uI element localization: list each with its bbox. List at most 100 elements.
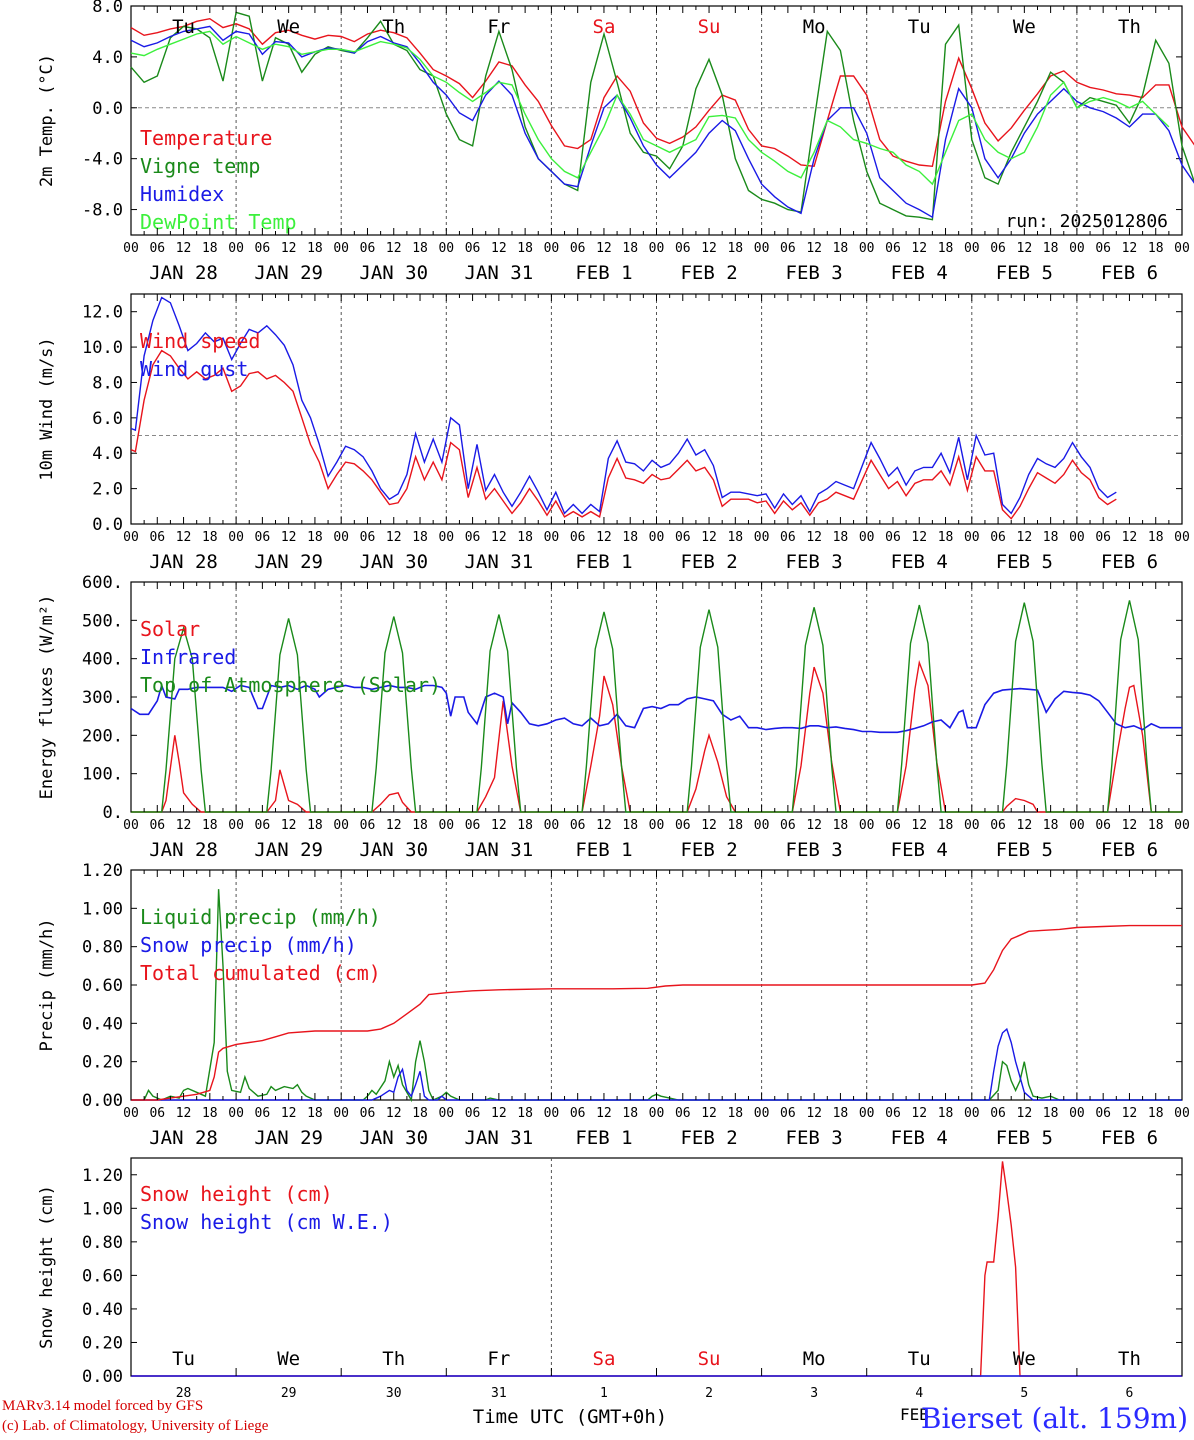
hour-tick-label: 18: [412, 1106, 428, 1121]
y-tick-label: 2.0: [92, 480, 123, 500]
hour-tick-label: 12: [176, 241, 192, 256]
hour-tick-label: 06: [149, 1106, 165, 1121]
hour-tick-label: 00: [333, 1106, 349, 1121]
legend-item: Liquid precip (mm/h): [140, 905, 381, 929]
day-number-label: 5: [1020, 1386, 1028, 1401]
weekday-label: Th: [1118, 1348, 1141, 1370]
hour-tick-label: 12: [176, 530, 192, 545]
hour-tick-label: 00: [123, 530, 139, 545]
y-tick-label: 100.: [82, 765, 123, 785]
legend-item: Solar: [140, 617, 200, 641]
y-tick-label: 0.40: [82, 1300, 123, 1320]
y-tick-label: 8.0: [92, 373, 123, 393]
y-tick-label: 0.40: [82, 1014, 123, 1034]
hour-tick-label: 00: [438, 530, 454, 545]
hour-tick-label: 06: [255, 241, 271, 256]
hour-tick-label: 06: [780, 818, 796, 833]
hour-tick-label: 18: [307, 530, 323, 545]
hour-tick-label: 00: [1174, 818, 1190, 833]
hour-tick-label: 12: [176, 1106, 192, 1121]
date-label: FEB 3: [786, 262, 843, 284]
hour-tick-label: 18: [202, 530, 218, 545]
legend-item: Total cumulated (cm): [140, 961, 381, 985]
date-label: FEB 4: [891, 551, 948, 573]
hour-tick-label: 12: [491, 241, 507, 256]
hour-tick-label: 06: [1095, 818, 1111, 833]
hour-tick-label: 00: [123, 818, 139, 833]
y-tick-label: 0.60: [82, 976, 123, 996]
date-label: JAN 30: [359, 839, 428, 861]
date-label: JAN 31: [465, 1127, 534, 1149]
hour-tick-label: 12: [1122, 818, 1138, 833]
hour-tick-label: 06: [149, 530, 165, 545]
date-label: JAN 31: [465, 551, 534, 573]
hour-tick-label: 00: [964, 818, 980, 833]
hour-tick-label: 18: [307, 241, 323, 256]
hour-tick-label: 12: [596, 818, 612, 833]
weekday-label: We: [277, 16, 300, 38]
hour-tick-label: 12: [806, 1106, 822, 1121]
y-tick-label: 1.20: [82, 1166, 123, 1186]
y-tick-label: 0.20: [82, 1333, 123, 1353]
weekday-label: Th: [382, 16, 405, 38]
weekday-label: Th: [1118, 16, 1141, 38]
y-axis-label: Precip (mm/h): [37, 918, 57, 1051]
legend-item: Snow height (cm): [140, 1182, 333, 1206]
hour-tick-label: 00: [859, 530, 875, 545]
hour-tick-label: 12: [386, 241, 402, 256]
date-label: FEB 1: [575, 839, 632, 861]
hour-tick-label: 00: [228, 241, 244, 256]
hour-tick-label: 18: [727, 241, 743, 256]
weekday-label: Fr: [487, 16, 510, 38]
hour-tick-label: 18: [517, 241, 533, 256]
weekday-label: Su: [698, 16, 721, 38]
hour-tick-label: 12: [386, 530, 402, 545]
y-tick-label: 0.: [103, 803, 123, 823]
weekday-label: Mo: [803, 16, 826, 38]
hour-tick-label: 00: [1069, 818, 1085, 833]
y-axis-label: Snow height (cm): [37, 1185, 57, 1349]
hour-tick-label: 18: [412, 241, 428, 256]
date-label: FEB 2: [680, 839, 737, 861]
station-title: Bierset (alt. 159m): [920, 1402, 1188, 1435]
hour-tick-label: 00: [1174, 530, 1190, 545]
hour-tick-label: 00: [333, 241, 349, 256]
date-label: FEB 5: [996, 262, 1053, 284]
hour-tick-label: 12: [596, 241, 612, 256]
date-label: FEB 6: [1101, 839, 1158, 861]
hour-tick-label: 18: [938, 818, 954, 833]
hour-tick-label: 00: [1174, 241, 1190, 256]
date-label: FEB 5: [996, 839, 1053, 861]
series-line-infrared: [130, 682, 1182, 734]
hour-tick-label: 00: [859, 241, 875, 256]
hour-tick-label: 12: [386, 1106, 402, 1121]
hour-tick-label: 06: [255, 530, 271, 545]
hour-tick-label: 12: [1122, 530, 1138, 545]
hour-tick-label: 00: [544, 1106, 560, 1121]
hour-tick-label: 00: [333, 818, 349, 833]
legend-item: Top of Atmosphere (Solar): [140, 673, 441, 697]
hour-tick-label: 18: [1148, 241, 1164, 256]
weekday-label: Tu: [172, 16, 195, 38]
hour-tick-label: 00: [544, 530, 560, 545]
hour-tick-label: 12: [596, 1106, 612, 1121]
date-label: FEB 6: [1101, 262, 1158, 284]
model-credit: MARv3.14 model forced by GFS: [2, 1398, 204, 1414]
day-number-label: 4: [915, 1386, 923, 1401]
date-label: FEB 4: [891, 839, 948, 861]
hour-tick-label: 12: [1017, 530, 1033, 545]
weekday-label: We: [277, 1348, 300, 1370]
weekday-label: Su: [698, 1348, 721, 1370]
hour-tick-label: 18: [517, 1106, 533, 1121]
date-label: FEB 5: [996, 1127, 1053, 1149]
weekday-label: Fr: [487, 1348, 510, 1370]
hour-tick-label: 12: [806, 818, 822, 833]
series-line-humidex: [130, 25, 1194, 219]
y-tick-label: 400.: [82, 650, 123, 670]
date-label: FEB 4: [891, 1127, 948, 1149]
date-label: JAN 29: [254, 1127, 323, 1149]
hour-tick-label: 00: [1069, 1106, 1085, 1121]
day-number-label: 28: [176, 1386, 192, 1401]
y-tick-label: 0.0: [92, 515, 123, 535]
hour-tick-label: 12: [1017, 241, 1033, 256]
